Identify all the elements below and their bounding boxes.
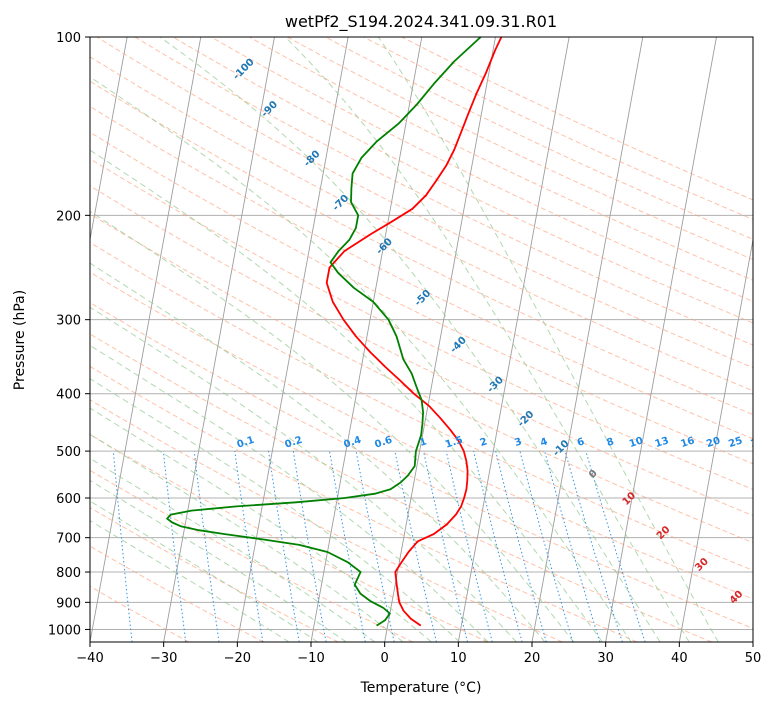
y-tick-label: 600 [56,492,81,507]
y-tick-label: 900 [56,596,81,611]
y-tick-label: 800 [56,566,81,581]
y-tick-label: 1000 [48,623,81,638]
y-tick-label: 500 [56,445,81,460]
x-tick-label: 40 [671,651,688,666]
y-tick-label: 300 [56,314,81,329]
x-tick-label: −30 [150,651,177,666]
x-tick-label: −10 [297,651,324,666]
x-tick-label: 10 [450,651,467,666]
y-axis-label: Pressure (hPa) [12,290,28,390]
x-tick-label: 50 [745,651,762,666]
y-tick-label: 100 [56,31,81,46]
y-tick-label: 700 [56,532,81,547]
x-tick-label: 20 [524,651,541,666]
x-tick-label: −20 [224,651,251,666]
y-tick-label: 200 [56,209,81,224]
x-tick-label: 0 [381,651,389,666]
x-axis-label: Temperature (°C) [360,680,482,696]
y-tick-label: 400 [56,388,81,403]
chart-title: wetPf2_S194.2024.341.09.31.R01 [285,12,557,32]
x-tick-label: −40 [76,651,103,666]
x-tick-label: 30 [597,651,614,666]
